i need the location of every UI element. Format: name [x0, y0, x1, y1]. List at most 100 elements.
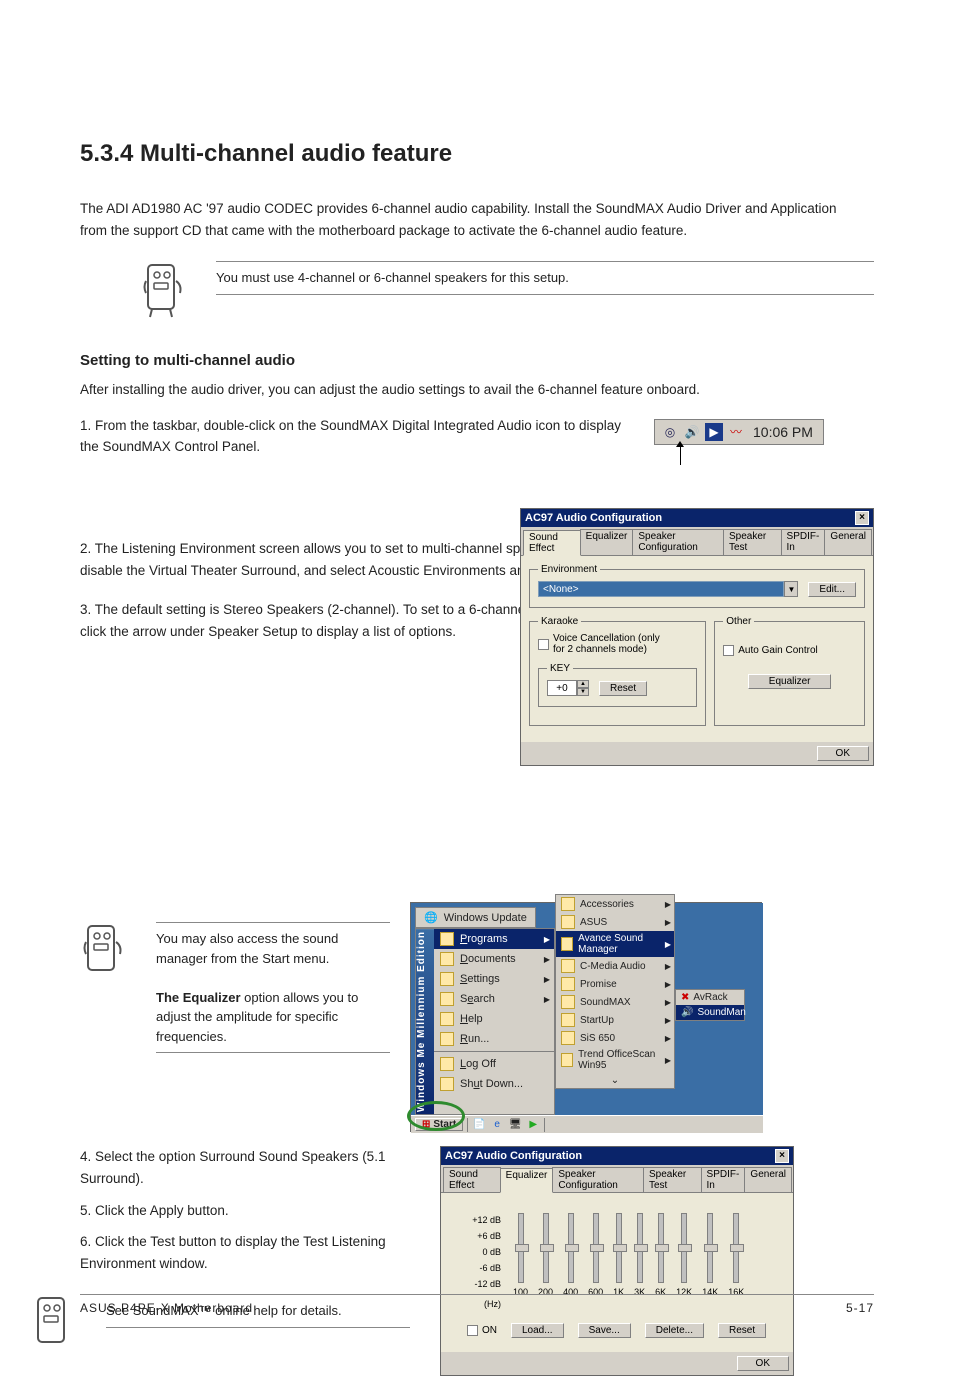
footer-page-number: 5-17: [846, 1301, 874, 1315]
close-icon[interactable]: ×: [775, 1149, 789, 1163]
folder-icon: [561, 977, 575, 991]
tab-sound-effect[interactable]: Sound Effect: [523, 530, 581, 556]
start-item-search[interactable]: Search▶: [434, 989, 554, 1009]
ok-button[interactable]: OK: [737, 1356, 789, 1371]
note-icon: [80, 922, 128, 982]
avance-submenu: ✖AvRack 🔊SoundMan: [675, 989, 745, 1021]
eq-slider[interactable]: 100: [513, 1213, 528, 1297]
environment-combo[interactable]: [538, 581, 784, 597]
page-title: 5.3.4 Multi-channel audio feature: [80, 140, 874, 168]
eq-slider[interactable]: 600: [588, 1213, 603, 1297]
tab-general[interactable]: General: [824, 529, 872, 555]
programs-item[interactable]: Trend OfficeScan Win95▶: [556, 1047, 674, 1073]
eq-slider[interactable]: 1K: [613, 1213, 624, 1297]
auto-gain-checkbox[interactable]: Auto Gain Control: [723, 645, 856, 656]
voice-cancel-checkbox[interactable]: Voice Cancellation (only for 2 channels …: [538, 633, 697, 655]
quicklaunch-desktop-icon[interactable]: 🖥: [508, 1118, 522, 1132]
tab-speaker-test[interactable]: Speaker Test: [723, 529, 782, 555]
key-reset-button[interactable]: Reset: [599, 681, 647, 696]
taskbar: ⊞ Start 📄 e 🖥 ▶: [411, 1115, 763, 1133]
key-spinner[interactable]: [547, 680, 577, 696]
programs-item[interactable]: Accessories▶: [556, 895, 674, 913]
programs-item[interactable]: SiS 650▶: [556, 1029, 674, 1047]
programs-item[interactable]: StartUp▶: [556, 1011, 674, 1029]
start-item-run[interactable]: Run...: [434, 1029, 554, 1049]
note-text-2: You may also access the sound manager fr…: [156, 922, 390, 1053]
start-menu-stripe: Windows Me Millennium Edition: [416, 929, 434, 1114]
tab-spdif-in[interactable]: SPDIF-In: [781, 529, 826, 555]
programs-item[interactable]: C-Media Audio▶: [556, 957, 674, 975]
tray-clock: 10:06 PM: [749, 424, 817, 440]
tray-icon-volume[interactable]: 🔊: [683, 423, 701, 441]
tab-equalizer[interactable]: Equalizer: [500, 1168, 554, 1193]
tab-strip: Sound Effect Equalizer Speaker Configura…: [441, 1165, 793, 1193]
spin-down-icon[interactable]: ▼: [577, 688, 589, 696]
eq-slider[interactable]: 14K: [702, 1213, 718, 1297]
tab-spdif-in[interactable]: SPDIF-In: [701, 1167, 746, 1192]
eq-slider[interactable]: 6K: [655, 1213, 666, 1297]
eq-slider[interactable]: 400: [563, 1213, 578, 1297]
programs-submenu: Accessories▶ ASUS▶ Avance Sound Manager▶…: [555, 894, 675, 1089]
load-button[interactable]: Load...: [511, 1323, 564, 1338]
tray-icon-target[interactable]: ◎: [661, 423, 679, 441]
spin-up-icon[interactable]: ▲: [577, 680, 589, 688]
tab-equalizer[interactable]: Equalizer: [580, 529, 634, 555]
tab-strip: Sound Effect Equalizer Speaker Configura…: [521, 527, 873, 556]
quicklaunch-ie-icon[interactable]: e: [490, 1118, 504, 1132]
tab-speaker-config[interactable]: Speaker Configuration: [632, 529, 724, 555]
delete-button[interactable]: Delete...: [645, 1323, 704, 1338]
tab-sound-effect[interactable]: Sound Effect: [443, 1167, 501, 1192]
asm-item-avrack[interactable]: ✖AvRack: [676, 990, 744, 1005]
reset-button[interactable]: Reset: [718, 1323, 766, 1338]
tab-speaker-test[interactable]: Speaker Test: [643, 1167, 702, 1192]
programs-chevron[interactable]: ⌄: [556, 1073, 674, 1088]
tab-general[interactable]: General: [744, 1167, 792, 1192]
quicklaunch-icon[interactable]: 📄: [472, 1118, 486, 1132]
eq-slider[interactable]: 3K: [634, 1213, 645, 1297]
run-icon: [440, 1032, 454, 1046]
eq-slider[interactable]: 200: [538, 1213, 553, 1297]
app-icon: ✖: [681, 992, 689, 1003]
equalizer-button[interactable]: Equalizer: [748, 674, 832, 689]
footer-left: ASUS P4PE-X Motherboard: [80, 1301, 253, 1315]
ac97-equalizer-window: AC97 Audio Configuration × Sound Effect …: [440, 1146, 794, 1376]
chevron-down-icon[interactable]: ▼: [784, 581, 798, 597]
tray-icon-soundmax[interactable]: 〰: [727, 423, 745, 441]
window-title: AC97 Audio Configuration: [525, 512, 662, 524]
tray-icon-play[interactable]: ▶: [705, 423, 723, 441]
eq-on-checkbox[interactable]: ON: [467, 1325, 497, 1336]
tab-speaker-config[interactable]: Speaker Configuration: [552, 1167, 644, 1192]
environment-legend: Environment: [538, 564, 600, 575]
ac97-sound-effect-window: AC97 Audio Configuration × Sound Effect …: [520, 508, 874, 766]
programs-item[interactable]: ASUS▶: [556, 913, 674, 931]
start-button[interactable]: ⊞ Start: [415, 1118, 463, 1131]
start-item-programs[interactable]: Programs▶: [434, 929, 554, 949]
app-icon: 🔊: [681, 1007, 693, 1018]
save-button[interactable]: Save...: [578, 1323, 631, 1338]
start-item-shutdown[interactable]: Shut Down...: [434, 1074, 554, 1094]
note-text-1: You must use 4-channel or 6-channel spea…: [216, 261, 874, 295]
note-icon: [140, 261, 188, 321]
programs-item-avance[interactable]: Avance Sound Manager▶: [556, 931, 674, 957]
folder-icon: [561, 1031, 575, 1045]
windows-update-item[interactable]: 🌐 Windows Update: [415, 907, 536, 928]
close-icon[interactable]: ×: [855, 511, 869, 525]
programs-item[interactable]: Promise▶: [556, 975, 674, 993]
asm-item-soundman[interactable]: 🔊SoundMan: [676, 1005, 744, 1020]
ok-button[interactable]: OK: [817, 746, 869, 761]
start-item-logoff[interactable]: Log Off: [434, 1054, 554, 1074]
folder-icon: [440, 932, 454, 946]
edit-button[interactable]: Edit...: [808, 582, 856, 597]
programs-item[interactable]: SoundMAX▶: [556, 993, 674, 1011]
step-5: 5. Click the Apply button.: [80, 1200, 410, 1222]
start-item-settings[interactable]: Settings▶: [434, 969, 554, 989]
eq-slider[interactable]: 16K: [728, 1213, 744, 1297]
voice-cancel-label: Voice Cancellation (only for 2 channels …: [553, 633, 673, 655]
key-legend: KEY: [547, 663, 573, 674]
eq-slider[interactable]: 12K: [676, 1213, 692, 1297]
start-item-documents[interactable]: Documents▶: [434, 949, 554, 969]
search-icon: [440, 992, 454, 1006]
quicklaunch-icon[interactable]: ▶: [526, 1118, 540, 1132]
section-heading: Setting to multi-channel audio: [80, 352, 874, 369]
start-item-help[interactable]: Help: [434, 1009, 554, 1029]
